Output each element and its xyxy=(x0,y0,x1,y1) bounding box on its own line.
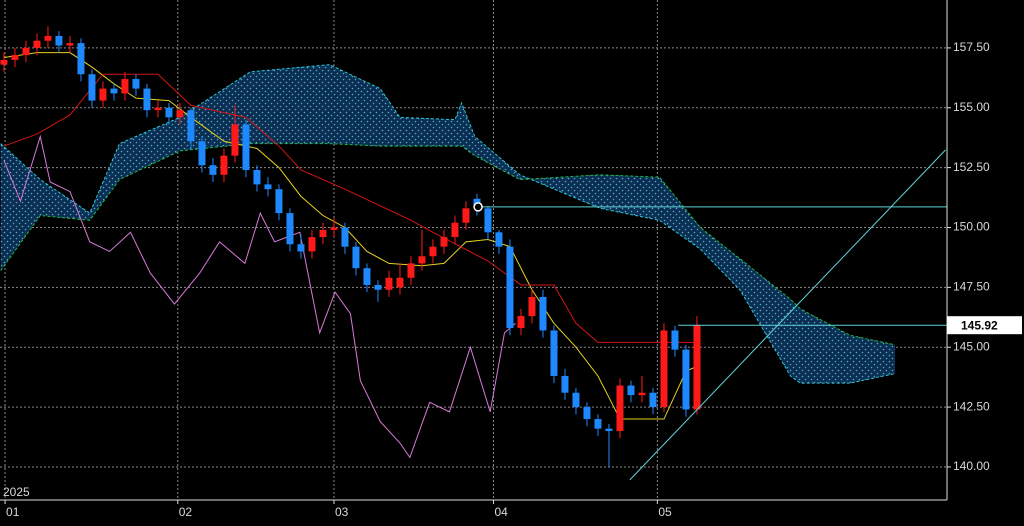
x-tick-label: 05 xyxy=(658,505,672,519)
x-tick-label: 04 xyxy=(494,505,508,519)
candle-body xyxy=(429,246,437,257)
candle-body xyxy=(209,165,217,175)
candle-body xyxy=(484,208,492,233)
candle-body xyxy=(396,277,404,288)
plot-area xyxy=(0,0,947,500)
candle-body xyxy=(121,79,129,94)
candle-body xyxy=(110,88,118,94)
candle-body xyxy=(407,263,415,278)
candle-body xyxy=(440,237,448,247)
candle-body xyxy=(198,141,206,166)
cloud-span-line xyxy=(0,64,896,384)
indicator-line xyxy=(3,73,697,343)
candle-body xyxy=(418,256,426,264)
y-tick-label: 147.50 xyxy=(953,280,990,294)
candle-body xyxy=(297,244,305,252)
candle-body xyxy=(176,110,184,118)
candle-body xyxy=(154,107,162,111)
candle-body xyxy=(22,47,30,56)
candle-body xyxy=(638,392,646,396)
year-label: 2025 xyxy=(3,485,30,499)
y-tick-label: 140.00 xyxy=(953,459,990,473)
candle-body xyxy=(165,107,173,118)
candle-body xyxy=(528,296,536,317)
candle-body xyxy=(308,237,316,252)
y-tick-label: 157.50 xyxy=(953,40,990,54)
candle-body xyxy=(539,296,547,331)
candle-body xyxy=(352,246,360,269)
candle-body xyxy=(506,246,514,329)
x-tick-label: 03 xyxy=(335,505,349,519)
x-tick-label: 01 xyxy=(6,505,20,519)
candle-body xyxy=(341,227,349,247)
candle-body xyxy=(286,213,294,245)
candle-body xyxy=(187,110,195,142)
candle-body xyxy=(693,325,701,410)
candle-body xyxy=(143,88,151,111)
candle-body xyxy=(77,43,85,75)
candle-body xyxy=(605,428,613,432)
candle-body xyxy=(517,316,525,329)
candle-body xyxy=(330,227,338,230)
candle-body xyxy=(242,124,250,171)
candle-body xyxy=(33,40,41,48)
candle-body xyxy=(11,55,19,60)
candle-body xyxy=(385,277,393,290)
cloud-span-line xyxy=(0,143,896,346)
y-tick-label: 145.00 xyxy=(953,339,990,353)
candle-body xyxy=(594,419,602,429)
candle-body xyxy=(495,232,503,247)
trend-line xyxy=(629,149,946,481)
y-tick-label: 150.00 xyxy=(953,220,990,234)
candle-body xyxy=(616,385,624,432)
indicator-line xyxy=(3,52,698,420)
axes: 140.00 142.50 145.00 147.50 150.00 152.50 155.… xyxy=(0,0,990,519)
candle-body xyxy=(682,349,690,410)
candle-body xyxy=(319,229,327,238)
candle-body xyxy=(132,79,140,89)
candle-body xyxy=(44,35,52,41)
candle-body xyxy=(99,88,107,101)
candle-body xyxy=(462,208,470,223)
y-tick-label: 155.00 xyxy=(953,100,990,114)
price-label-box xyxy=(947,316,1022,335)
y-tick-label: 142.50 xyxy=(953,399,990,413)
candle-body xyxy=(660,330,668,408)
candle-body xyxy=(374,284,382,290)
candle-body xyxy=(55,35,63,46)
candle-body xyxy=(550,330,558,376)
candle-body xyxy=(231,124,239,156)
candle-body xyxy=(363,268,371,285)
x-tick-label: 02 xyxy=(179,505,193,519)
marker xyxy=(473,202,483,212)
price-label: 145.92 xyxy=(961,318,998,332)
candle-body xyxy=(253,170,261,185)
candle-body xyxy=(275,189,283,214)
candle-body xyxy=(572,392,580,408)
candle-body xyxy=(0,59,8,65)
candle-body xyxy=(627,385,635,396)
candle-body xyxy=(264,184,272,190)
candle-body xyxy=(561,375,569,393)
candle-body xyxy=(88,74,96,101)
candle-body xyxy=(66,43,74,46)
candle-body xyxy=(583,407,591,420)
cloud-fill xyxy=(0,64,895,384)
y-tick-label: 152.50 xyxy=(953,160,990,174)
candle-body xyxy=(671,330,679,350)
candle-body xyxy=(649,392,657,408)
indicator-line xyxy=(3,134,516,459)
candle-body xyxy=(220,155,228,175)
candle-body xyxy=(451,222,459,238)
